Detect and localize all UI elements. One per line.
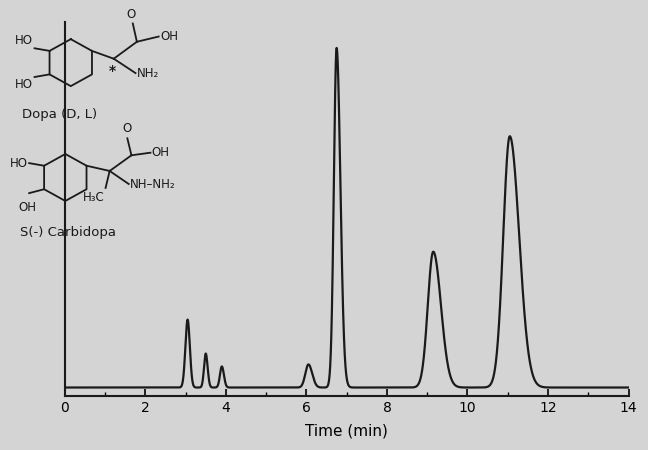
Text: OH: OH xyxy=(19,201,37,214)
Text: O: O xyxy=(122,122,132,135)
X-axis label: Time (min): Time (min) xyxy=(305,423,388,438)
Text: HO: HO xyxy=(15,34,33,47)
Text: HO: HO xyxy=(10,157,28,170)
Text: *: * xyxy=(109,64,116,78)
Text: OH: OH xyxy=(152,146,170,159)
Text: OH: OH xyxy=(160,30,178,43)
Text: H₃C: H₃C xyxy=(82,190,104,203)
Text: HO: HO xyxy=(15,78,33,91)
Text: NH–NH₂: NH–NH₂ xyxy=(130,177,176,190)
Text: S(-) Carbidopa: S(-) Carbidopa xyxy=(20,226,116,239)
Text: NH₂: NH₂ xyxy=(137,67,159,80)
Text: Dopa (D, L): Dopa (D, L) xyxy=(22,108,97,122)
Text: O: O xyxy=(127,8,136,21)
